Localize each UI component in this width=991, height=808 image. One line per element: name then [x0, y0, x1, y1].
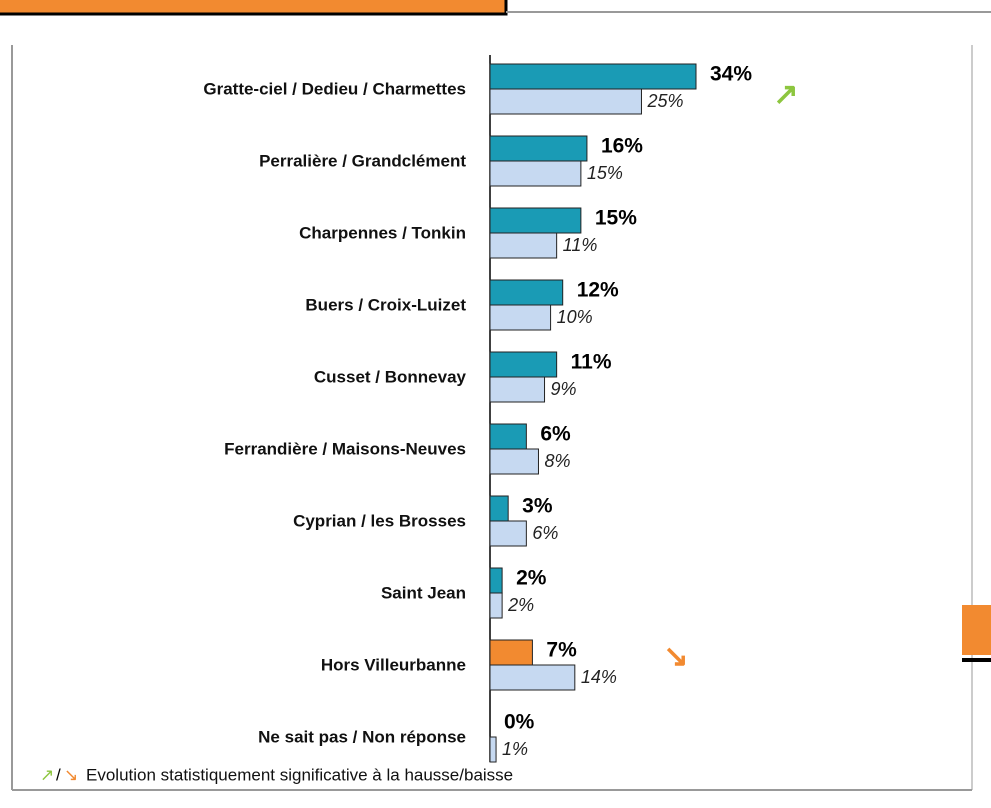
category-label: Ne sait pas / Non réponse [258, 727, 466, 746]
significance-marker: ↘ [663, 640, 688, 673]
value-label: 0% [504, 711, 535, 734]
value-label: 8% [544, 451, 570, 471]
bar [489, 351, 558, 378]
value-label: 15% [595, 207, 637, 230]
value-label: 25% [646, 91, 683, 111]
footnote-down: ↘ [64, 765, 78, 784]
bar [489, 592, 503, 619]
side-tab [962, 605, 991, 655]
value-label: 6% [540, 423, 571, 446]
bar [489, 232, 558, 259]
category-label: Saint Jean [381, 583, 466, 602]
bar [489, 207, 582, 234]
value-label: 2% [516, 567, 547, 590]
value-label: 14% [581, 667, 617, 687]
footnote-up: ↗ [40, 765, 54, 784]
bar [489, 304, 552, 331]
footnote-text: Evolution statistiquement significative … [86, 765, 513, 784]
value-label: 1% [502, 739, 528, 759]
bar [489, 160, 582, 187]
bar [489, 567, 503, 594]
category-label: Buers / Croix-Luizet [305, 295, 466, 314]
bar [489, 135, 588, 162]
category-label: Perralière / Grandclément [259, 151, 466, 170]
bar [489, 376, 546, 403]
bar [489, 63, 697, 90]
category-label: Charpennes / Tonkin [299, 223, 466, 242]
bar [489, 639, 533, 666]
bar [489, 279, 564, 306]
value-label: 16% [601, 135, 643, 158]
value-label: 10% [557, 307, 593, 327]
category-label: Gratte-ciel / Dedieu / Charmettes [203, 79, 466, 98]
value-label: 2% [507, 595, 534, 615]
value-label: 6% [532, 523, 558, 543]
bar [489, 423, 527, 450]
bar [489, 88, 642, 115]
category-label: Cyprian / les Brosses [293, 511, 466, 530]
value-label: 7% [546, 639, 577, 662]
category-label: Hors Villeurbanne [321, 655, 466, 674]
bar [489, 736, 497, 763]
bar [489, 520, 527, 547]
value-label: 3% [522, 495, 553, 518]
value-label: 12% [577, 279, 619, 302]
value-label: 15% [587, 163, 623, 183]
bar [489, 495, 509, 522]
value-label: 11% [563, 235, 598, 255]
category-label: Ferrandière / Maisons-Neuves [224, 439, 466, 458]
value-label: 9% [551, 379, 577, 399]
category-label: Cusset / Bonnevay [314, 367, 467, 386]
value-label: 34% [710, 63, 752, 86]
bar [489, 664, 576, 691]
value-label: 11% [571, 351, 612, 374]
bar [489, 448, 539, 475]
significance-marker: ↗ [773, 78, 798, 111]
footnote-sep: / [56, 765, 61, 784]
header-band [0, 0, 508, 16]
